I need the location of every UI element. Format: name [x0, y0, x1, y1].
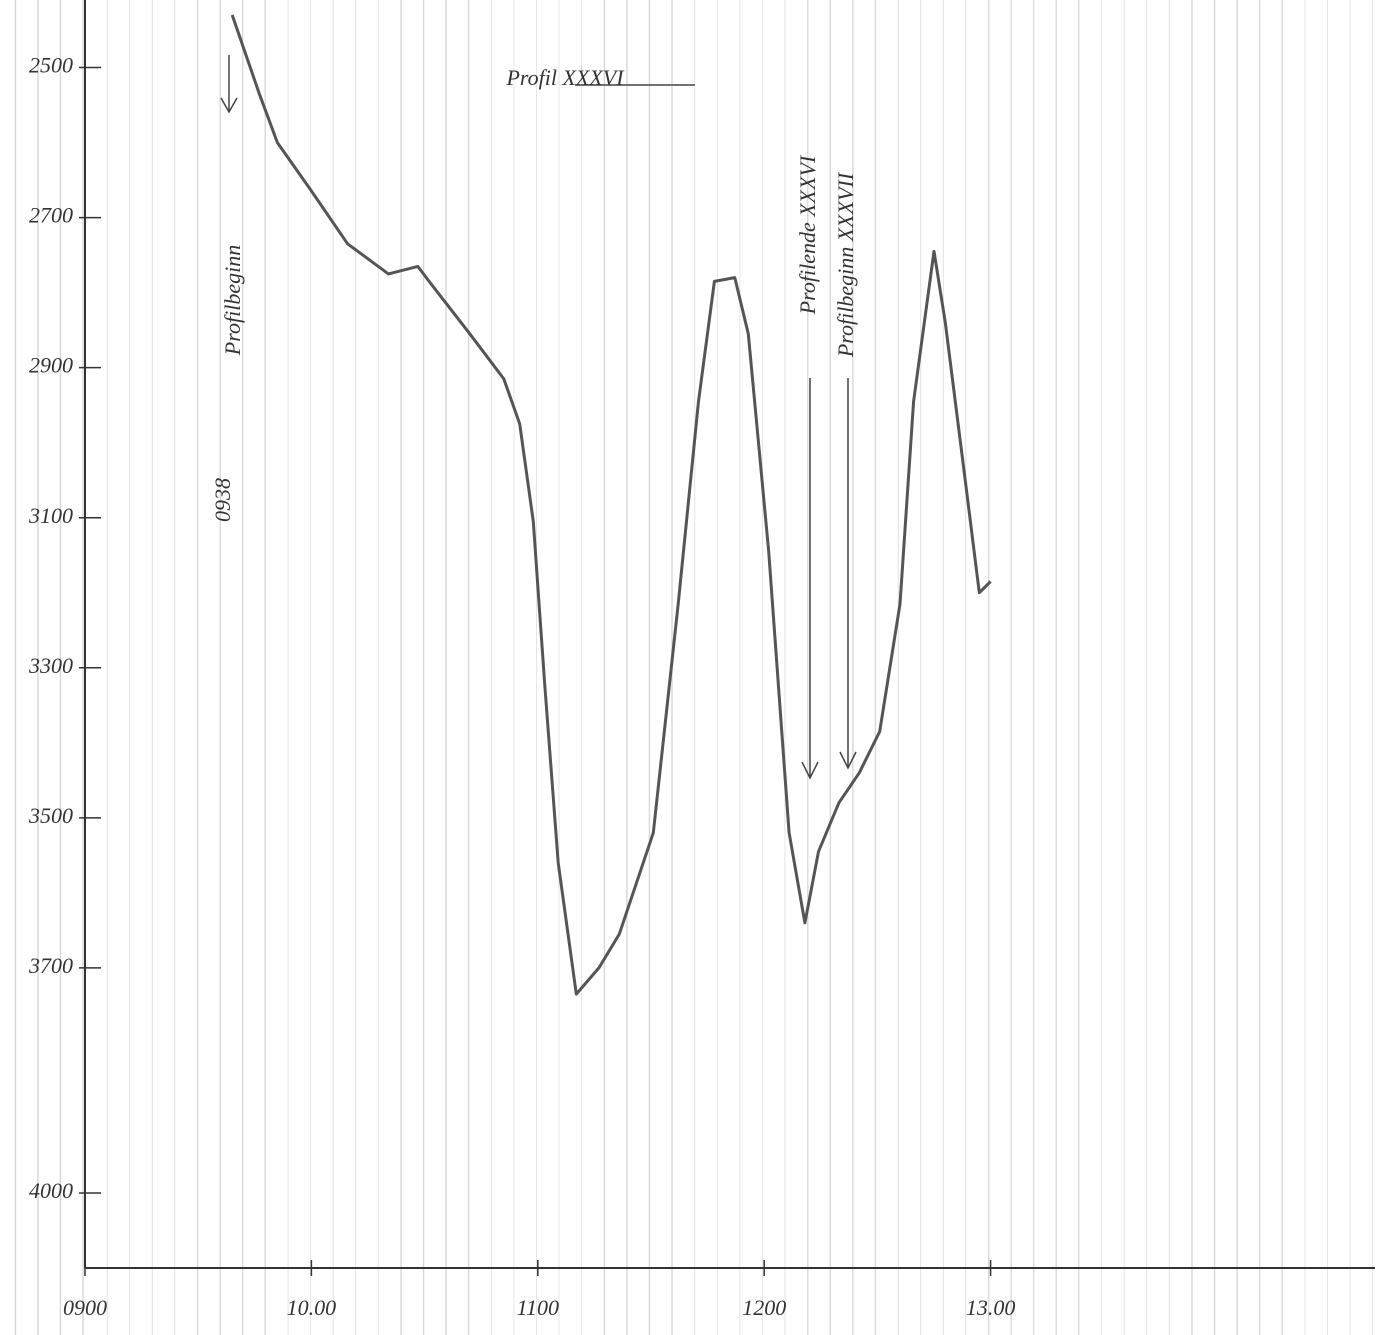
y-tick-label: 3500	[28, 803, 73, 828]
x-tick-label: 13.00	[966, 1295, 1016, 1320]
x-tick-label: 0900	[63, 1295, 107, 1320]
y-tick-label: 3700	[28, 953, 73, 978]
y-tick-label: 3100	[28, 503, 73, 528]
y-tick-label: 3300	[28, 653, 73, 678]
annotation: Profilbeginn XXXVII	[833, 171, 858, 358]
annotation: 0938	[210, 478, 235, 522]
y-tick-label: 2500	[29, 53, 73, 78]
y-tick-label: 2700	[29, 203, 73, 228]
x-tick-label: 1200	[742, 1295, 786, 1320]
annotation: Profilende XXXVI	[795, 154, 820, 315]
x-tick-label: 10.00	[287, 1295, 337, 1320]
annotation: Profil XXXVI	[505, 65, 625, 90]
depth-line	[230, 14, 992, 996]
arrows	[220, 55, 857, 780]
y-tick-label: 4000	[29, 1178, 73, 1203]
annotation: Profilbeginn	[220, 245, 245, 356]
y-tick-label: 2900	[29, 353, 73, 378]
x-tick-label: 1100	[517, 1295, 559, 1320]
